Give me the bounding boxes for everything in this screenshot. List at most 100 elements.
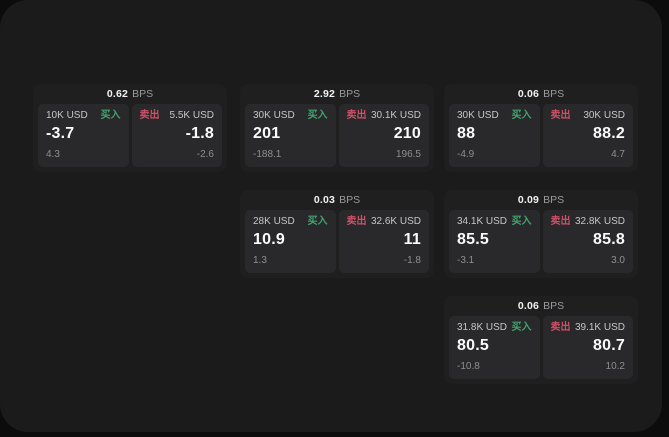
sell-delta: 3.0 [611, 255, 625, 266]
buy-quote-tile[interactable]: 28K USD 买入 10.9 1.3 [245, 210, 336, 273]
sell-quote-tile[interactable]: 卖出 5.5K USD -1.8 -2.6 [131, 104, 222, 167]
sell-quote-tile[interactable]: 卖出 39.1K USD 80.7 10.2 [542, 316, 633, 379]
buy-price: 80.5 [457, 337, 489, 354]
buy-side-label: 买入 [307, 216, 328, 227]
buy-delta: 1.3 [253, 255, 267, 266]
buy-tile-top: 30K USD 买入 [253, 110, 328, 122]
quote-card: 0.06 BPS 30K USD 买入 88 -4.9 卖出 30K USD 8… [444, 84, 638, 172]
buy-tile-top: 31.8K USD 买入 [457, 322, 532, 334]
buy-tile-top: 10K USD 买入 [46, 110, 121, 122]
buy-quote-tile[interactable]: 30K USD 买入 88 -4.9 [449, 104, 540, 167]
sell-quote-tile[interactable]: 卖出 32.6K USD 11 -1.8 [338, 210, 429, 273]
buy-delta: 4.3 [46, 149, 60, 160]
bps-value: 0.06 [517, 88, 540, 100]
quote-card: 0.09 BPS 34.1K USD 买入 85.5 -3.1 卖出 32.8K… [444, 190, 638, 278]
buy-price: 88 [457, 125, 476, 142]
bps-value: 2.92 [313, 88, 336, 100]
sell-price: -1.8 [185, 125, 214, 142]
bps-unit-label: BPS [132, 88, 154, 100]
sell-tile-top: 卖出 32.8K USD [551, 216, 626, 228]
sell-side-label: 卖出 [346, 110, 367, 121]
sell-amount: 5.5K USD [169, 110, 214, 121]
bps-value: 0.62 [106, 88, 129, 100]
bps-unit-label: BPS [543, 194, 565, 206]
sell-quote-tile[interactable]: 卖出 30K USD 88.2 4.7 [542, 104, 633, 167]
quote-card: 0.06 BPS 31.8K USD 买入 80.5 -10.8 卖出 39.1… [444, 296, 638, 384]
quote-sides: 34.1K USD 买入 85.5 -3.1 卖出 32.8K USD 85.8… [449, 210, 633, 273]
bps-unit-label: BPS [339, 194, 361, 206]
buy-tile-top: 30K USD 买入 [457, 110, 532, 122]
buy-tile-top: 28K USD 买入 [253, 216, 328, 228]
bps-unit-label: BPS [543, 88, 565, 100]
sell-price: 210 [393, 125, 421, 142]
bps-unit-label: BPS [543, 300, 565, 312]
quote-sides: 30K USD 买入 88 -4.9 卖出 30K USD 88.2 4.7 [449, 104, 633, 167]
sell-amount: 32.6K USD [370, 216, 421, 227]
quote-sides: 31.8K USD 买入 80.5 -10.8 卖出 39.1K USD 80.… [449, 316, 633, 379]
sell-price: 85.8 [593, 231, 625, 248]
sell-delta: -1.8 [403, 255, 421, 266]
sell-side-label: 卖出 [550, 322, 571, 333]
sell-tile-top: 卖出 30K USD [551, 110, 626, 122]
buy-delta: -4.9 [457, 149, 475, 160]
buy-delta: -3.1 [457, 255, 475, 266]
bps-header: 0.06 BPS [444, 296, 638, 316]
sell-delta: 196.5 [395, 149, 421, 160]
buy-side-label: 买入 [511, 110, 532, 121]
buy-amount: 30K USD [457, 110, 499, 121]
quotes-panel: 0.62 BPS 10K USD 买入 -3.7 4.3 卖出 5.5K USD… [0, 0, 662, 432]
quote-card: 0.62 BPS 10K USD 买入 -3.7 4.3 卖出 5.5K USD… [33, 84, 227, 172]
sell-tile-top: 卖出 39.1K USD [551, 322, 626, 334]
buy-side-label: 买入 [100, 110, 121, 121]
buy-price: 201 [253, 125, 281, 142]
buy-side-label: 买入 [511, 322, 532, 333]
buy-amount: 31.8K USD [457, 322, 508, 333]
quote-sides: 10K USD 买入 -3.7 4.3 卖出 5.5K USD -1.8 -2.… [38, 104, 222, 167]
sell-price: 80.7 [593, 337, 625, 354]
bps-header: 0.06 BPS [444, 84, 638, 104]
sell-delta: 4.7 [611, 149, 625, 160]
bps-header: 0.62 BPS [33, 84, 227, 104]
sell-side-label: 卖出 [550, 216, 571, 227]
buy-side-label: 买入 [307, 110, 328, 121]
sell-delta: 10.2 [605, 361, 625, 372]
buy-side-label: 买入 [511, 216, 532, 227]
bps-header: 0.03 BPS [240, 190, 434, 210]
quote-sides: 30K USD 买入 201 -188.1 卖出 30.1K USD 210 1… [245, 104, 429, 167]
buy-quote-tile[interactable]: 30K USD 买入 201 -188.1 [245, 104, 336, 167]
sell-side-label: 卖出 [550, 110, 571, 121]
buy-delta: -10.8 [457, 361, 480, 372]
sell-price: 11 [403, 231, 421, 248]
buy-amount: 10K USD [46, 110, 88, 121]
bps-value: 0.03 [313, 194, 336, 206]
buy-price: 10.9 [253, 231, 285, 248]
sell-delta: -2.6 [196, 149, 214, 160]
bps-value: 0.06 [517, 300, 540, 312]
buy-quote-tile[interactable]: 31.8K USD 买入 80.5 -10.8 [449, 316, 540, 379]
buy-amount: 30K USD [253, 110, 295, 121]
buy-tile-top: 34.1K USD 买入 [457, 216, 532, 228]
buy-amount: 34.1K USD [457, 216, 508, 227]
buy-quote-tile[interactable]: 10K USD 买入 -3.7 4.3 [38, 104, 129, 167]
sell-side-label: 卖出 [346, 216, 367, 227]
sell-quote-tile[interactable]: 卖出 32.8K USD 85.8 3.0 [542, 210, 633, 273]
sell-quote-tile[interactable]: 卖出 30.1K USD 210 196.5 [338, 104, 429, 167]
sell-tile-top: 卖出 32.6K USD [347, 216, 422, 228]
bps-header: 0.09 BPS [444, 190, 638, 210]
sell-amount: 32.8K USD [574, 216, 625, 227]
bps-value: 0.09 [517, 194, 540, 206]
bps-unit-label: BPS [339, 88, 361, 100]
sell-tile-top: 卖出 5.5K USD [140, 110, 215, 122]
quote-card: 2.92 BPS 30K USD 买入 201 -188.1 卖出 30.1K … [240, 84, 434, 172]
bps-header: 2.92 BPS [240, 84, 434, 104]
sell-amount: 39.1K USD [574, 322, 625, 333]
buy-delta: -188.1 [253, 149, 282, 160]
buy-amount: 28K USD [253, 216, 295, 227]
buy-price: -3.7 [46, 125, 75, 142]
buy-quote-tile[interactable]: 34.1K USD 买入 85.5 -3.1 [449, 210, 540, 273]
sell-amount: 30K USD [583, 110, 625, 121]
sell-tile-top: 卖出 30.1K USD [347, 110, 422, 122]
sell-amount: 30.1K USD [370, 110, 421, 121]
sell-side-label: 卖出 [139, 110, 160, 121]
sell-price: 88.2 [593, 125, 625, 142]
